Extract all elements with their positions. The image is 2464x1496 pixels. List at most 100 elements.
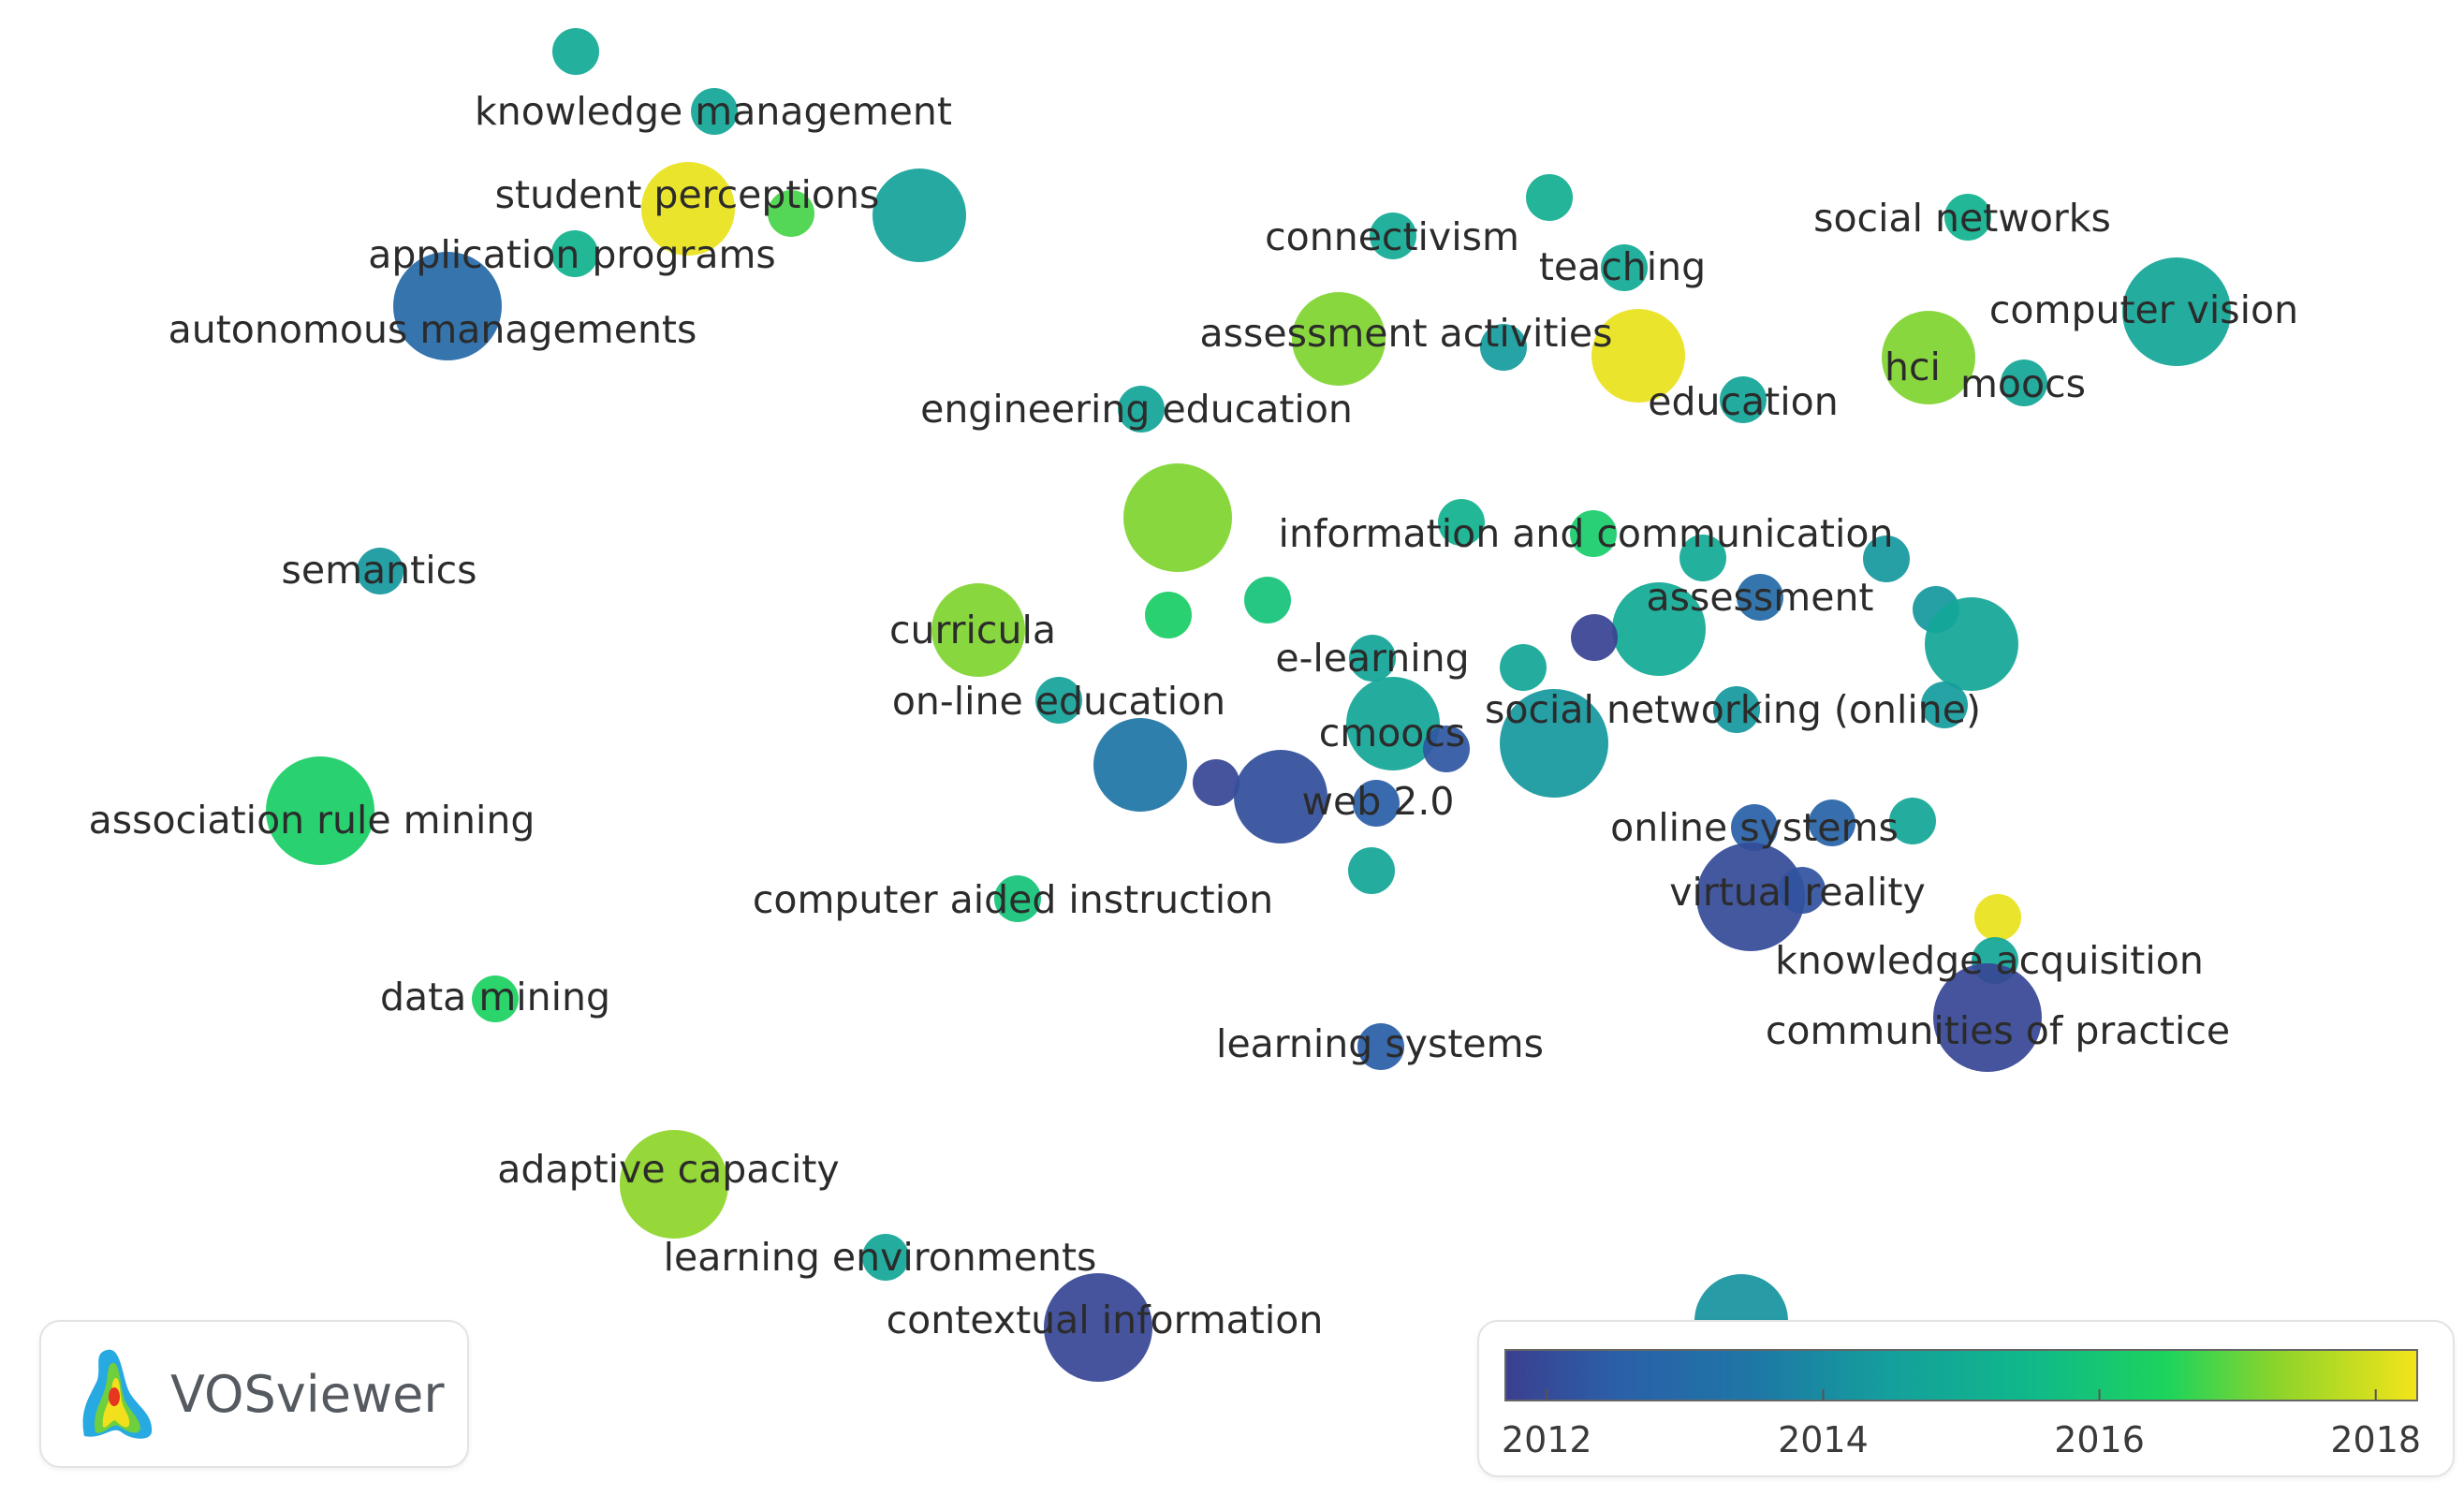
label-information-and-communication[interactable]: information and communication — [1279, 511, 1894, 556]
node-association-rule-mining[interactable] — [266, 756, 374, 865]
label-contextual-information[interactable]: contextual information — [887, 1298, 1324, 1342]
node-unlabeled-1[interactable] — [691, 88, 738, 135]
node-communities-of-practice[interactable] — [1933, 963, 2042, 1072]
node-unlabeled-40[interactable] — [1423, 726, 1470, 772]
color-scale-bar — [1504, 1349, 2418, 1401]
node-unlabeled-48[interactable] — [1889, 798, 1936, 844]
vosviewer-logo-box: VOSviewer — [39, 1320, 469, 1468]
node-unlabeled-49[interactable] — [1348, 847, 1395, 894]
label-web-2-0[interactable]: web 2.0 — [1301, 779, 1454, 824]
label-education[interactable]: education — [1648, 379, 1838, 424]
node-moocs[interactable] — [2001, 359, 2047, 406]
node-virtual-reality[interactable] — [1696, 843, 1805, 951]
label-autonomous-managements[interactable]: autonomous managements — [169, 307, 697, 352]
label-computer-aided-instruction[interactable]: computer aided instruction — [753, 877, 1273, 922]
label-teaching[interactable]: teaching — [1539, 244, 1706, 289]
node-unlabeled-37[interactable] — [1921, 682, 1968, 728]
node-social-networks[interactable] — [1944, 194, 1991, 241]
node-unlabeled-53[interactable] — [1974, 894, 2021, 941]
label-connectivism[interactable]: connectivism — [1265, 214, 1519, 259]
node-education[interactable] — [1720, 376, 1767, 423]
node-unlabeled-4[interactable] — [873, 169, 966, 262]
node-semantics[interactable] — [357, 548, 403, 594]
node-unlabeled-42[interactable] — [1193, 759, 1239, 806]
node-unlabeled-39[interactable] — [1500, 689, 1608, 798]
node-data-mining[interactable] — [472, 975, 519, 1022]
label-social-networks[interactable]: social networks — [1813, 196, 2111, 241]
label-moocs[interactable]: moocs — [1960, 361, 2086, 406]
node-knowledge-management[interactable] — [552, 28, 599, 75]
node-unlabeled-21[interactable] — [1570, 510, 1617, 557]
node-computer-aided-instruction[interactable] — [994, 875, 1041, 922]
node-adaptive-capacity[interactable] — [620, 1130, 728, 1239]
label-assessment-activities[interactable]: assessment activities — [1200, 311, 1613, 356]
label-curricula[interactable]: curricula — [889, 608, 1056, 653]
node-autonomous-managements[interactable] — [393, 252, 502, 360]
label-assessment[interactable]: assessment — [1646, 575, 1873, 620]
node-engineering-education[interactable] — [1118, 386, 1165, 433]
node-unlabeled-52[interactable] — [1779, 867, 1826, 914]
label-knowledge-acquisition[interactable]: knowledge acquisition — [1775, 938, 2204, 983]
label-knowledge-management[interactable]: knowledge management — [475, 89, 952, 134]
node-web-2-0[interactable] — [1234, 750, 1327, 843]
vosviewer-logo-icon — [82, 1349, 153, 1439]
node-unlabeled-29[interactable] — [1571, 614, 1618, 661]
node-social-networking-online[interactable] — [1713, 686, 1760, 733]
node-unlabeled-19[interactable] — [1123, 463, 1232, 572]
scale-tick-label-2014: 2014 — [1778, 1419, 1869, 1460]
node-computer-vision[interactable] — [2122, 257, 2231, 366]
node-unlabeled-25[interactable] — [1244, 577, 1291, 623]
node-information-and-communication[interactable] — [1438, 499, 1485, 546]
label-application-programs[interactable]: application programs — [368, 232, 776, 277]
node-learning-environments[interactable] — [862, 1234, 909, 1281]
node-unlabeled-13[interactable] — [1480, 324, 1527, 371]
label-association-rule-mining[interactable]: association rule mining — [89, 798, 535, 843]
node-contextual-information[interactable] — [1044, 1273, 1152, 1382]
label-learning-systems[interactable]: learning systems — [1216, 1021, 1544, 1066]
node-learning-systems[interactable] — [1357, 1023, 1404, 1070]
node-unlabeled-30[interactable] — [1863, 535, 1910, 582]
node-assessment[interactable] — [1737, 574, 1783, 621]
label-student-perceptions[interactable]: student perceptions — [495, 172, 880, 217]
node-online-systems[interactable] — [1731, 804, 1778, 851]
node-unlabeled-24[interactable] — [1145, 592, 1192, 638]
scale-tick-label-2016: 2016 — [2054, 1419, 2145, 1460]
label-virtual-reality[interactable]: virtual reality — [1669, 870, 1926, 915]
label-e-learning[interactable]: e-learning — [1275, 636, 1469, 681]
label-data-mining[interactable]: data mining — [380, 975, 610, 1019]
node-unlabeled-3[interactable] — [768, 190, 814, 237]
node-e-learning[interactable] — [1349, 635, 1396, 682]
node-unlabeled-28[interactable] — [1612, 582, 1706, 676]
label-online-systems[interactable]: online systems — [1610, 805, 1899, 850]
node-unlabeled-14[interactable] — [1591, 309, 1685, 403]
node-unlabeled-47[interactable] — [1809, 799, 1855, 846]
label-adaptive-capacity[interactable]: adaptive capacity — [497, 1147, 839, 1192]
node-student-perceptions[interactable] — [641, 162, 735, 256]
node-application-programs[interactable] — [551, 230, 598, 277]
node-unlabeled-32[interactable] — [1925, 597, 2018, 691]
label-computer-vision[interactable]: computer vision — [1989, 287, 2298, 332]
node-on-line-education[interactable] — [1035, 677, 1082, 724]
node-connectivism[interactable] — [1370, 213, 1416, 259]
node-unlabeled-34[interactable] — [1500, 644, 1547, 691]
label-communities-of-practice[interactable]: communities of practice — [1766, 1008, 2230, 1053]
label-on-line-education[interactable]: on-line education — [892, 679, 1225, 724]
label-learning-environments[interactable]: learning environments — [664, 1235, 1097, 1280]
node-assessment-activities[interactable] — [1292, 292, 1386, 386]
logo-text: VOSviewer — [170, 1364, 445, 1424]
node-unlabeled-44[interactable] — [1353, 780, 1400, 827]
node-curricula[interactable] — [931, 583, 1025, 677]
color-scale-legend: 2012 2014 2016 2018 — [1477, 1320, 2455, 1477]
label-hci[interactable]: hci — [1885, 345, 1941, 389]
node-teaching[interactable] — [1601, 244, 1648, 291]
label-semantics[interactable]: semantics — [281, 548, 477, 593]
node-unlabeled-27[interactable] — [1679, 535, 1726, 581]
node-cmoocs[interactable] — [1346, 677, 1440, 770]
label-engineering-education[interactable]: engineering education — [920, 387, 1353, 432]
label-cmoocs[interactable]: cmoocs — [1319, 711, 1466, 755]
node-unlabeled-8[interactable] — [1526, 174, 1573, 221]
node-hci[interactable] — [1882, 311, 1975, 404]
label-social-networking-online[interactable]: social networking (online) — [1485, 687, 1981, 732]
node-unlabeled-41[interactable] — [1093, 718, 1187, 812]
